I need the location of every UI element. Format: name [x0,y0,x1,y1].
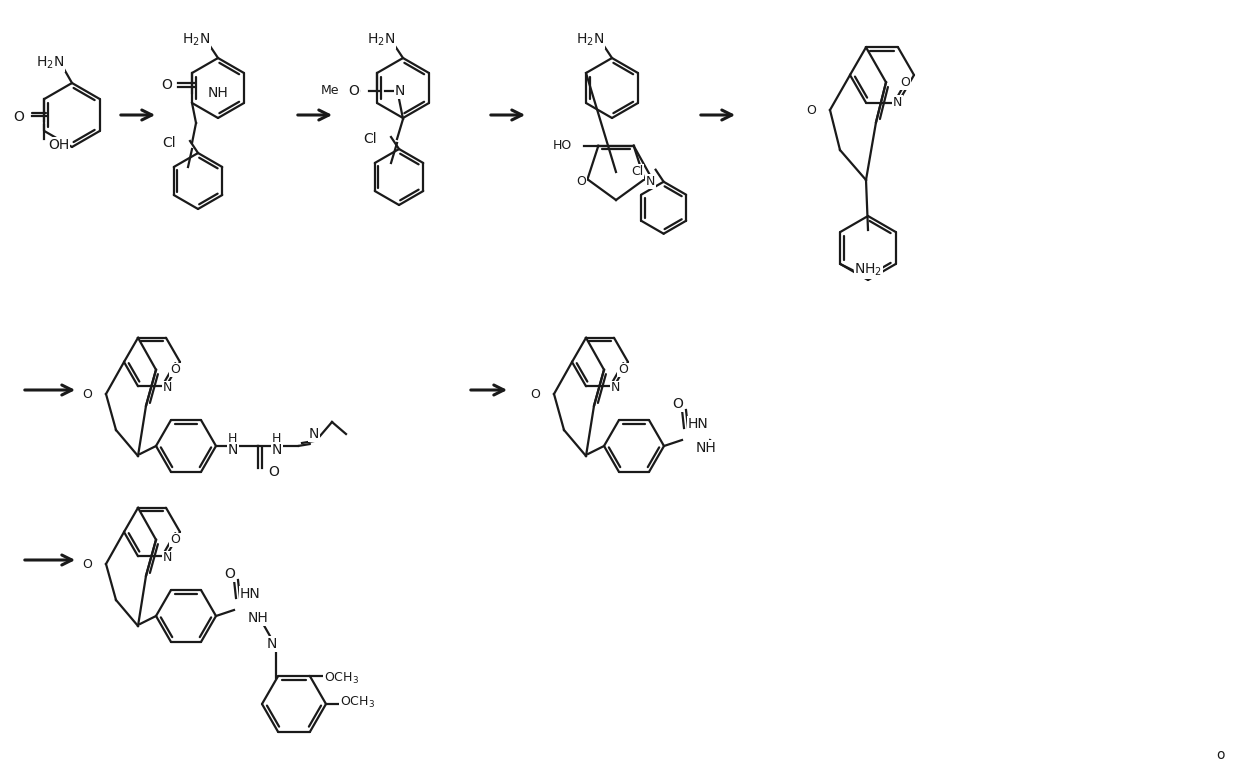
Text: $\mathregular{OCH_3}$: $\mathregular{OCH_3}$ [324,671,358,686]
Text: O: O [618,363,627,376]
Text: N: N [646,175,655,188]
Text: HO: HO [553,139,573,152]
Text: O: O [806,104,816,116]
Text: NH: NH [208,86,228,100]
Text: $\mathregular{H_2N}$: $\mathregular{H_2N}$ [36,55,64,71]
Text: O: O [672,397,683,411]
Text: N: N [162,551,172,564]
Text: OH: OH [48,138,69,152]
Text: O: O [161,78,172,92]
Text: NH: NH [248,611,269,625]
Text: O: O [170,534,180,546]
Text: O: O [82,388,92,400]
Text: N: N [309,427,319,441]
Text: H: H [228,431,237,445]
Text: HN: HN [241,587,260,601]
Text: $\mathregular{NH_2}$: $\mathregular{NH_2}$ [854,262,883,278]
Text: N: N [228,443,238,457]
Text: H: H [272,431,281,445]
Text: N: N [162,381,172,394]
Text: O: O [268,465,279,479]
Text: N: N [272,443,283,457]
Text: N: N [893,96,903,108]
Text: NH: NH [696,441,717,455]
Text: O: O [14,110,25,124]
Text: O: O [170,363,180,376]
Text: $\mathregular{H_2N}$: $\mathregular{H_2N}$ [182,32,210,48]
Text: Me: Me [320,84,339,98]
Text: $\mathregular{OCH_3}$: $\mathregular{OCH_3}$ [340,694,374,710]
Text: N: N [396,84,405,98]
Text: O: O [82,558,92,570]
Text: $\mathregular{H_2N}$: $\mathregular{H_2N}$ [367,32,396,48]
Text: O: O [531,388,539,400]
Text: Cl: Cl [363,132,377,146]
Text: O: O [348,84,360,98]
Text: HN: HN [688,417,709,431]
Text: Cl: Cl [162,136,176,150]
Text: O: O [900,76,910,89]
Text: N: N [267,637,278,651]
Text: O: O [224,567,236,581]
Text: Cl: Cl [631,165,644,178]
Text: N: N [611,381,620,394]
Text: O: O [577,175,587,188]
Text: $\mathregular{H_2N}$: $\mathregular{H_2N}$ [575,32,604,48]
Text: o: o [1216,748,1225,762]
